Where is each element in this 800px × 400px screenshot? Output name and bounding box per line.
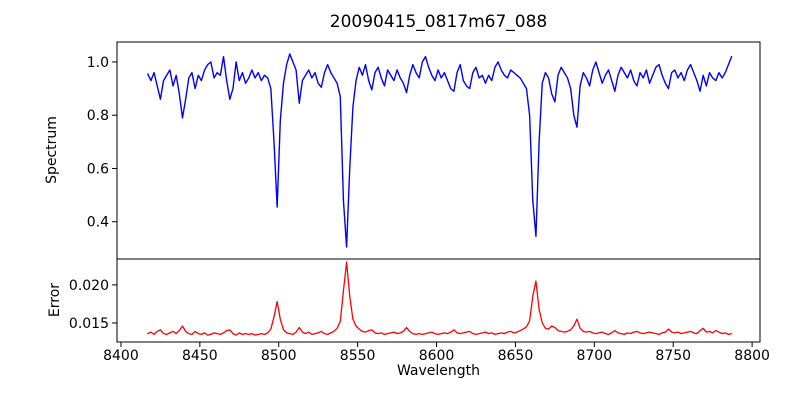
x-tick-label: 8750 xyxy=(655,348,691,364)
x-tick-label: 8450 xyxy=(182,348,218,364)
x-tick-label: 8800 xyxy=(734,348,770,364)
chart-title: 20090415_0817m67_088 xyxy=(329,12,548,32)
spectrum-y-tick-label: 0.4 xyxy=(87,215,109,231)
error-panel-frame xyxy=(116,258,761,343)
error-y-tick-label: 0.015 xyxy=(69,316,109,332)
x-tick-label: 8550 xyxy=(340,348,376,364)
x-tick-label: 8650 xyxy=(498,348,534,364)
error-y-axis-label: Error xyxy=(47,282,63,318)
x-tick-label: 8500 xyxy=(261,348,297,364)
spectrum-y-tick-label: 0.8 xyxy=(87,108,109,124)
spectrum-y-tick-label: 0.6 xyxy=(87,161,109,177)
spectrum-line xyxy=(147,53,733,248)
x-tick-label: 8400 xyxy=(103,348,139,364)
error-line xyxy=(147,261,733,336)
error-y-tick-label: 0.020 xyxy=(69,278,109,294)
x-axis-label: Wavelength xyxy=(396,363,481,379)
spectrum-y-axis-label: Spectrum xyxy=(44,116,60,184)
x-tick-label: 8700 xyxy=(576,348,612,364)
spectrum-y-tick-label: 1.0 xyxy=(87,55,109,71)
x-tick-label: 8600 xyxy=(419,348,455,364)
